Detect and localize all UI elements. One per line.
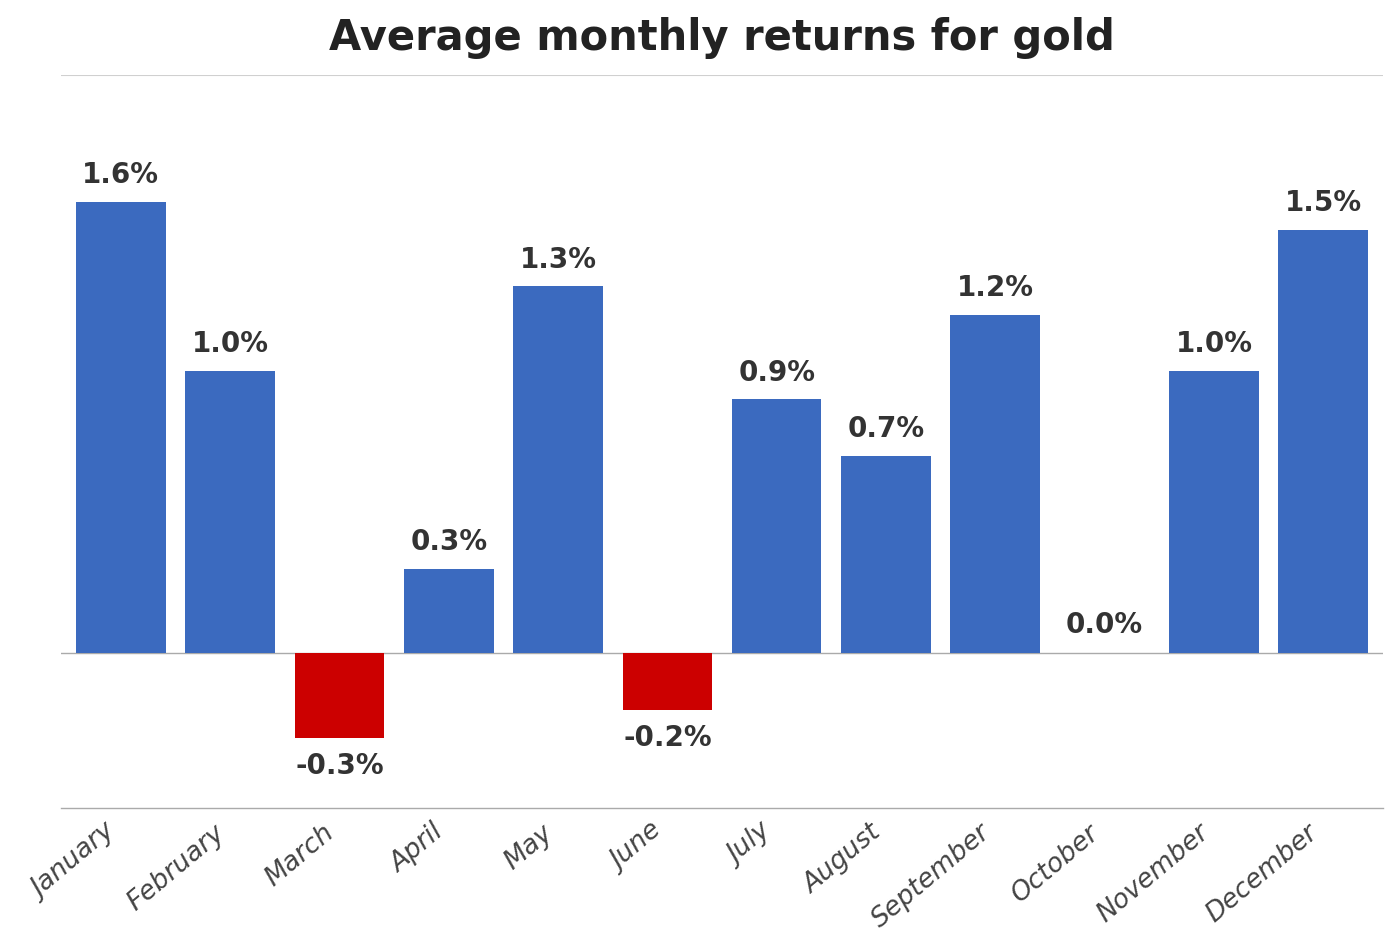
Bar bbox=[951, 314, 1040, 654]
Text: 0.0%: 0.0% bbox=[1065, 611, 1144, 639]
Text: -0.3%: -0.3% bbox=[295, 752, 384, 780]
Text: 1.3%: 1.3% bbox=[519, 246, 596, 274]
Bar bbox=[294, 654, 384, 738]
Bar bbox=[623, 654, 713, 710]
Bar bbox=[405, 568, 494, 654]
Text: 1.5%: 1.5% bbox=[1285, 189, 1362, 218]
Title: Average monthly returns for gold: Average monthly returns for gold bbox=[329, 17, 1114, 59]
Bar bbox=[1278, 230, 1368, 654]
Text: 1.2%: 1.2% bbox=[956, 274, 1033, 302]
Text: 1.6%: 1.6% bbox=[83, 161, 160, 189]
Bar bbox=[76, 201, 165, 654]
Bar bbox=[514, 286, 603, 654]
Bar bbox=[1169, 371, 1259, 654]
Text: 0.3%: 0.3% bbox=[410, 528, 487, 556]
Text: 1.0%: 1.0% bbox=[1176, 331, 1253, 358]
Text: -0.2%: -0.2% bbox=[623, 724, 711, 751]
Bar bbox=[732, 399, 822, 654]
Bar bbox=[841, 456, 931, 654]
Text: 0.7%: 0.7% bbox=[847, 415, 924, 443]
Text: 0.9%: 0.9% bbox=[738, 358, 815, 387]
Text: 1.0%: 1.0% bbox=[192, 331, 269, 358]
Bar bbox=[185, 371, 274, 654]
